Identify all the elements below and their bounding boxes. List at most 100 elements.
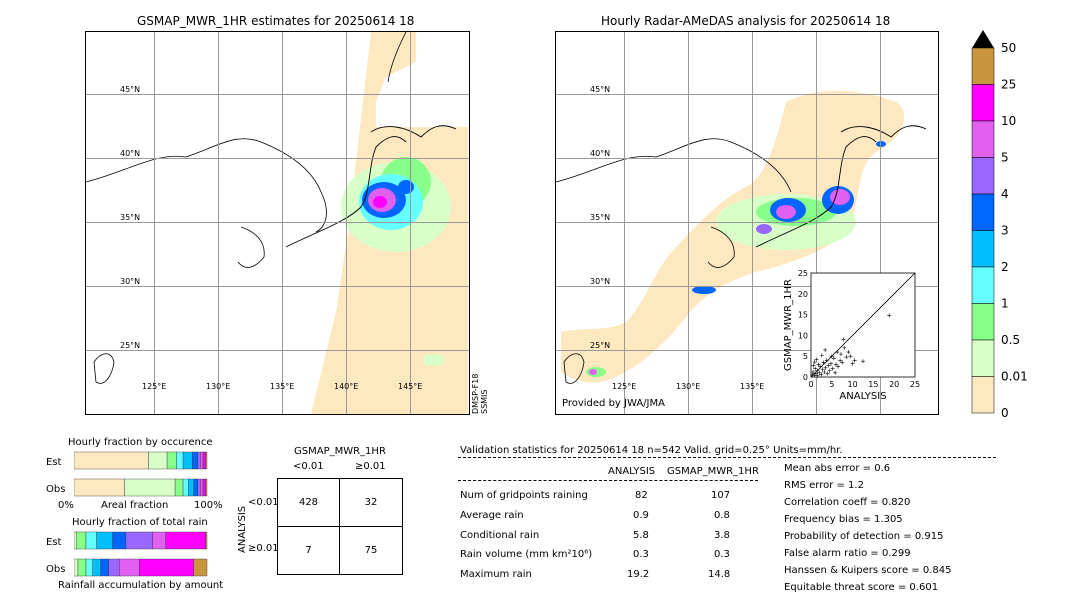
fraction-segment [202,478,206,497]
fraction-segment [92,558,101,577]
stat-label: Maximum rain [460,569,532,580]
score-line: Probability of detection = 0.915 [784,531,944,542]
scatter-point [840,360,845,365]
grid-divider [278,526,402,527]
gridline [218,32,219,414]
scatter-point [838,352,843,357]
one-to-one-line [810,272,916,378]
fraction-segment [74,531,77,550]
axis-right-label: 100% [194,500,223,511]
coast-hokkaido [840,125,927,138]
lon-label: 135°E [270,382,295,391]
stat-gsmap: 0.8 [714,510,730,521]
tot-est-label: Est [46,537,62,548]
gridline [816,32,817,414]
gridline [86,158,469,159]
scatter-point [848,354,853,359]
lon-label: 125°E [142,382,167,391]
scatter-point [819,353,824,358]
scatter-point [833,362,838,367]
colorbar-tick-label: 10 [1001,114,1016,128]
stat-gsmap: 107 [711,490,731,501]
score-line: Equitable threat score = 0.601 [784,582,939,593]
scatter-point [820,367,825,372]
scatter-point [823,365,828,370]
gridline [86,286,469,287]
fraction-segment [192,451,198,470]
lat-label: 45°N [590,85,611,94]
scatter-point [830,366,835,371]
colorbar-tick-label: 3 [1001,224,1009,238]
scatter-x-tick: 5 [829,380,834,389]
colorbar-swatch [971,376,995,414]
rain-blob [756,224,772,234]
gridline [624,32,625,414]
total-bars [74,531,208,577]
scatter-point [887,313,892,318]
lon-label: 130°E [206,382,231,391]
fraction-segment [108,558,120,577]
scatter-point [861,359,865,364]
colorbar-tick-label: 5 [1001,151,1009,165]
scatter-point [810,372,815,377]
gridline [556,94,938,95]
score-line: Hanssen & Kuipers score = 0.845 [784,565,952,576]
gridline [86,222,469,223]
cell-false-alarm: 32 [364,497,378,508]
fraction-segment [188,478,194,497]
coast-korea [237,226,265,268]
coast-sakhalin [387,32,407,83]
scatter-point [817,370,822,375]
scatter-point [819,372,824,377]
fraction-segment [96,531,113,550]
lat-label: 40°N [120,149,141,158]
rain-blob [830,189,850,205]
sensor-note: DMSP-F18 SSMIS [471,374,489,414]
colorbar-tick-label: 50 [1001,41,1016,55]
stat-analysis: 82 [635,490,648,501]
col-analysis: ANALYSIS [608,466,656,477]
fraction-segment [74,558,79,577]
lon-label: 130°E [676,382,701,391]
colorbar-tick-label: 2 [1001,260,1009,274]
stat-gsmap: 3.8 [714,530,730,541]
fraction-segment [197,478,201,497]
occ-obs-label: Obs [46,484,66,495]
gridline [556,286,938,287]
fraction-segment [200,478,204,497]
scatter-x-tick: 25 [910,380,920,389]
occ-est-label: Est [46,457,62,468]
lat-label: 25°N [120,341,141,350]
coast-asia [556,138,792,193]
contingency-col2: ≥0.01 [355,461,386,472]
gridline [346,32,347,414]
scatter-y-tick: 15 [798,311,808,320]
validation-header: Validation statistics for 20250614 18 n=… [460,445,843,456]
right-map: 45°N 40°N 35°N 30°N 25°N 125°E 130°E 135… [555,31,939,415]
gridline [688,32,689,414]
scatter-point [813,371,818,376]
lat-label: 30°N [120,277,141,286]
scatter-point [812,360,817,365]
fraction-segment [119,558,140,577]
scatter-x-tick: 0 [808,380,813,389]
stat-label: Average rain [460,510,524,521]
stat-analysis: 0.3 [633,549,649,560]
lon-label: 140°E [334,382,359,391]
rain-blob [373,196,387,208]
score-line: RMS error = 1.2 [784,480,864,491]
gridline [282,32,283,414]
stat-label: Num of gridpoints raining [460,490,588,501]
contingency-title: GSMAP_MWR_1HR [294,446,386,457]
colorbar-tick-label: 0 [1001,406,1009,420]
fraction-segment [100,558,109,577]
fraction-segment [138,558,194,577]
gridline [752,32,753,414]
stat-analysis: 5.8 [633,530,649,541]
left-map-canvas [86,32,468,414]
cell-hit: 75 [364,545,378,556]
fraction-segment [165,531,206,550]
gridline [154,32,155,414]
scatter-point [828,361,833,366]
scatter-point [823,347,828,352]
